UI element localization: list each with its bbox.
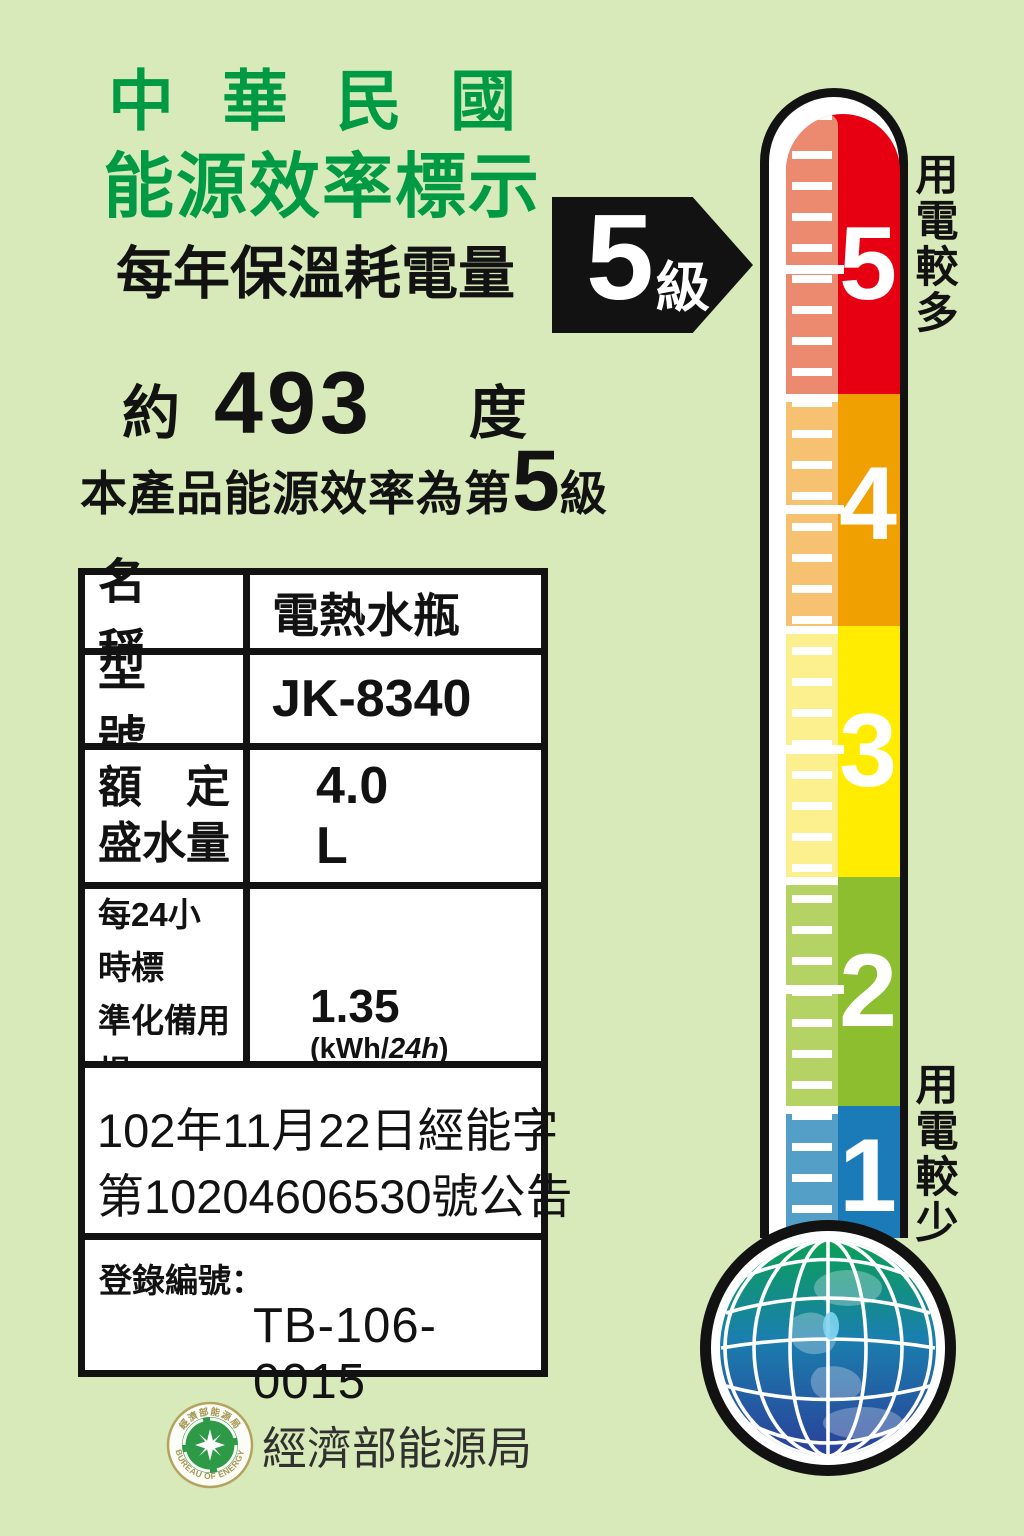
spec-value-capacity: 4.0 L — [250, 750, 541, 882]
standby-unit: (kWh/24h) — [310, 1033, 449, 1066]
grade-statement-prefix: 本產品能源效率為第 — [80, 467, 512, 520]
scale-number-3: 3 — [839, 693, 897, 809]
announcement-line1: 102年11月22日經能字 — [97, 1104, 559, 1157]
thermometer-tube: 5 4 3 2 1 — [786, 114, 900, 1238]
label-title: 能源效率標示 — [103, 148, 542, 227]
spec-label-capacity-line2: 盛水量 — [98, 819, 230, 868]
agency-name: 經濟部能源局 — [262, 1423, 533, 1474]
spec-label-capacity-line1: 額 定 — [98, 762, 230, 812]
spec-value-model: JK-8340 — [250, 655, 541, 743]
spec-value-name: 電熱水瓶 — [250, 575, 541, 648]
spec-label-model: 型 號 — [85, 643, 243, 766]
standby-unit-prefix: (kWh/ — [310, 1032, 389, 1065]
high-usage-label: 用電較多 — [909, 152, 957, 336]
registration-box: 登錄編號： TB-106-0015 — [78, 1233, 548, 1409]
standby-unit-suffix: ) — [438, 1032, 449, 1065]
spec-table: 名 稱 電熱水瓶 型 號 JK-8340 額 定 盛水量 4.0 L 每24小時… — [78, 556, 548, 1156]
grade-badge-arrow: 5 級 — [552, 197, 753, 333]
grade-statement-suffix: 級 — [559, 467, 607, 520]
capacity-value: 4.0 — [316, 757, 389, 815]
standby-value: 1.35 — [310, 979, 400, 1032]
grade-statement: 本產品能源效率為第 5 級 — [80, 438, 607, 524]
badge-grade: 5 — [586, 189, 654, 325]
consumption-value: 493 — [214, 353, 373, 452]
badge-grade-unit: 級 — [655, 257, 710, 318]
capacity-unit: L — [316, 817, 348, 875]
registration-number: TB-106-0015 — [253, 1299, 438, 1409]
thermometer: 5 4 3 2 1 — [760, 88, 908, 1238]
major-tick-3 — [786, 745, 844, 754]
consumption-unit: 度 — [468, 381, 527, 446]
metric-title: 每年保溫耗電量 — [116, 242, 515, 306]
scale-number-5: 5 — [839, 206, 897, 322]
major-tick-5 — [786, 265, 844, 274]
major-tick-4 — [786, 505, 844, 514]
country-title: 中華民國 — [108, 64, 564, 138]
scale-number-2: 2 — [839, 933, 897, 1049]
registration-label: 登錄編號： — [99, 1262, 264, 1299]
announcement-box: 102年11月22日經能字 第10204606530號公告 — [78, 1061, 573, 1240]
major-tick-2 — [786, 985, 844, 994]
low-usage-label: 用電較少 — [909, 1062, 957, 1246]
spec-label-capacity: 額 定 盛水量 — [85, 750, 243, 882]
consumption-prefix: 約 — [122, 381, 181, 446]
announcement-line2: 第10204606530號公告 — [97, 1169, 573, 1223]
scale-tick-marks — [792, 114, 832, 1238]
standby-unit-italic: 24h — [388, 1032, 439, 1065]
annual-consumption: 約 493 度 — [122, 352, 527, 454]
thermometer-inner-ring: 5 4 3 2 1 — [769, 97, 900, 1238]
standby-label-line1: 每24小時標 — [98, 896, 201, 986]
scale-number-1: 1 — [839, 1118, 897, 1234]
globe-icon — [700, 1220, 956, 1476]
scale-number-4: 4 — [839, 446, 897, 562]
bureau-of-energy-seal-icon: 經濟部能源局 BUREAU OF ENERGY — [166, 1401, 254, 1489]
grade-statement-grade: 5 — [512, 433, 560, 529]
